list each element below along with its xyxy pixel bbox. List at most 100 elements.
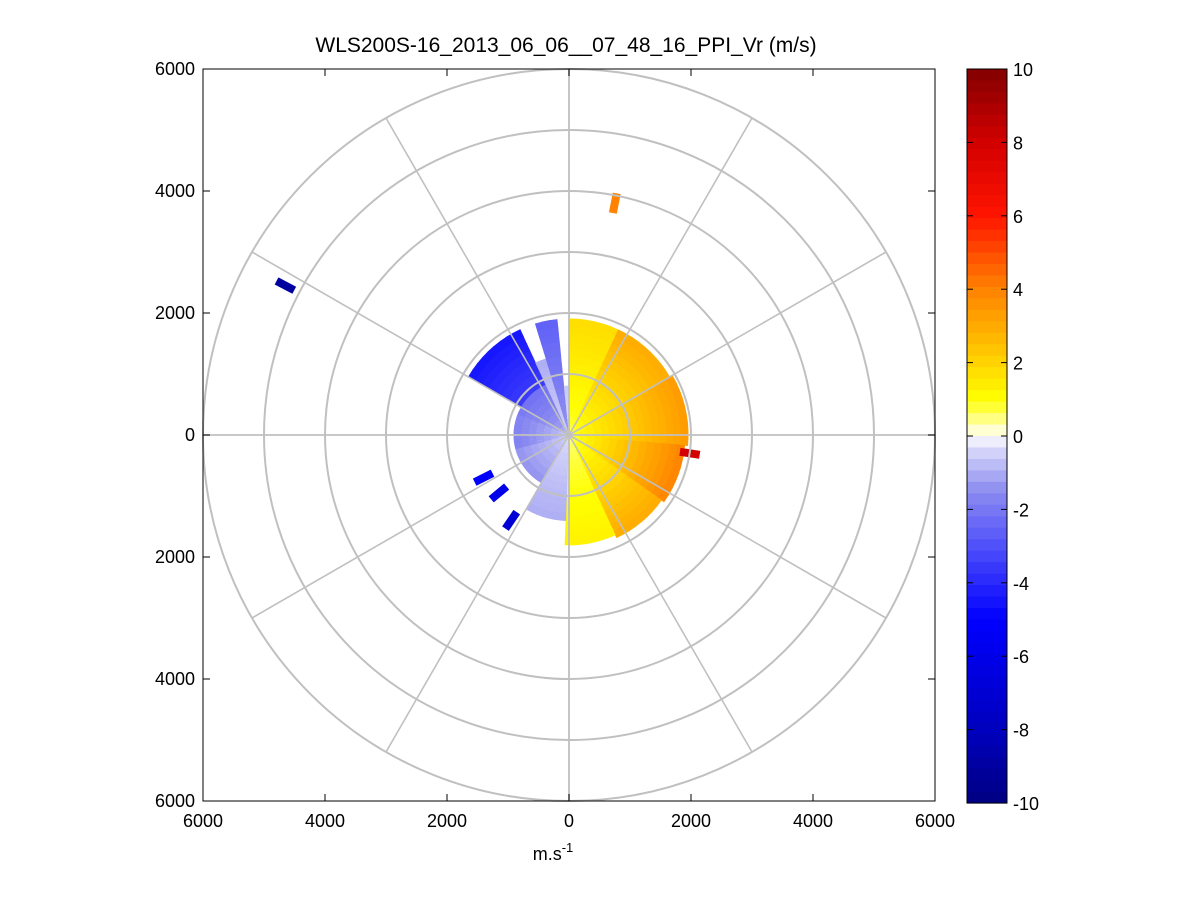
velocity-cell [680, 421, 689, 431]
velocity-cell [605, 462, 615, 470]
velocity-cell [598, 460, 607, 468]
azimuth-spoke [568, 434, 753, 753]
velocity-cell [560, 386, 565, 395]
velocity-cell [580, 464, 586, 473]
velocity-cell [616, 442, 625, 448]
velocity-cell [543, 410, 552, 418]
velocity-cell [657, 417, 667, 425]
velocity-cell [530, 392, 539, 401]
velocity-cell [544, 442, 553, 447]
colorbar-band [967, 653, 1007, 666]
velocity-cell [562, 408, 566, 417]
velocity-cell [536, 441, 545, 446]
velocity-cell [551, 334, 560, 343]
velocity-cell [569, 385, 573, 395]
velocity-cell [598, 389, 607, 399]
velocity-cell [558, 459, 563, 468]
velocity-cell [615, 445, 625, 452]
velocity-cell [533, 462, 542, 471]
velocity-cell [651, 424, 660, 432]
velocity-cell [535, 388, 544, 397]
velocity-cell [584, 528, 593, 537]
velocity-cell [586, 441, 595, 446]
velocity-cell [576, 508, 583, 517]
velocity-cell [590, 403, 599, 412]
velocity-cell [553, 473, 560, 483]
velocity-cell [570, 408, 573, 417]
velocity-cell [513, 440, 523, 446]
y-tick-label: 4000 [155, 181, 195, 201]
velocity-cell [522, 445, 531, 451]
velocity-cell [560, 460, 565, 469]
velocity-cell [507, 395, 518, 404]
velocity-cell [544, 381, 552, 391]
velocity-cell [605, 490, 615, 501]
velocity-cell [570, 416, 574, 425]
velocity-cell [573, 408, 577, 418]
velocity-cell [545, 357, 553, 368]
velocity-cell [570, 400, 575, 410]
velocity-cell [590, 448, 599, 455]
velocity-cell [536, 424, 545, 429]
velocity-cell [584, 454, 591, 462]
velocity-cell [551, 439, 560, 444]
velocity-cell [577, 522, 585, 531]
colorbar-band [967, 436, 1007, 449]
velocity-cell [566, 438, 569, 447]
colorbar-band [967, 447, 1007, 460]
velocity-cell [584, 407, 592, 416]
colorbar-tick-label: 8 [1013, 133, 1023, 153]
velocity-cell [665, 456, 676, 467]
velocity-cell [571, 416, 575, 425]
velocity-cell [628, 396, 638, 406]
velocity-cell [677, 405, 687, 416]
velocity-cell [575, 410, 581, 419]
velocity-cell [570, 423, 574, 432]
velocity-cell [537, 443, 546, 449]
velocity-cell [570, 495, 576, 503]
velocity-cell [600, 502, 610, 512]
velocity-cell [633, 459, 644, 468]
velocity-cell [553, 341, 561, 351]
velocity-cell [634, 411, 643, 419]
colorbar-band [967, 183, 1007, 196]
y-tick-label: 6000 [155, 791, 195, 811]
velocity-cell [583, 521, 592, 530]
velocity-cell [528, 427, 537, 432]
y-tick-label: 4000 [155, 669, 195, 689]
velocity-cell [577, 441, 584, 448]
velocity-cell [609, 441, 618, 446]
velocity-cell [569, 318, 579, 327]
velocity-cell [561, 497, 567, 507]
velocity-cell [572, 444, 577, 453]
velocity-cell [653, 442, 663, 450]
colorbar-band [967, 229, 1007, 242]
velocity-cell [537, 396, 546, 405]
colorbar-band [967, 562, 1007, 575]
velocity-cell [576, 442, 583, 449]
velocity-cell [636, 421, 645, 428]
velocity-cell [576, 326, 586, 336]
velocity-cell [671, 414, 681, 424]
velocity-cell [576, 421, 584, 428]
velocity-cell [571, 437, 578, 443]
colorbar-band [967, 321, 1007, 334]
velocity-cell [559, 378, 565, 388]
velocity-cell [562, 416, 566, 425]
velocity-cell [560, 437, 567, 443]
velocity-cell [552, 449, 559, 457]
velocity-cell [560, 452, 565, 461]
velocity-cell [636, 511, 648, 523]
velocity-cell [603, 394, 612, 403]
velocity-cell [572, 430, 580, 434]
velocity-cell [583, 389, 590, 398]
velocity-cell [557, 443, 563, 451]
velocity-cell [533, 489, 542, 499]
velocity-cell [605, 417, 615, 423]
velocity-cell [599, 446, 609, 452]
velocity-cell [549, 397, 556, 407]
velocity-cell [597, 414, 606, 421]
velocity-cell [576, 442, 582, 450]
velocity-cell [552, 364, 559, 374]
velocity-cell [569, 415, 572, 424]
